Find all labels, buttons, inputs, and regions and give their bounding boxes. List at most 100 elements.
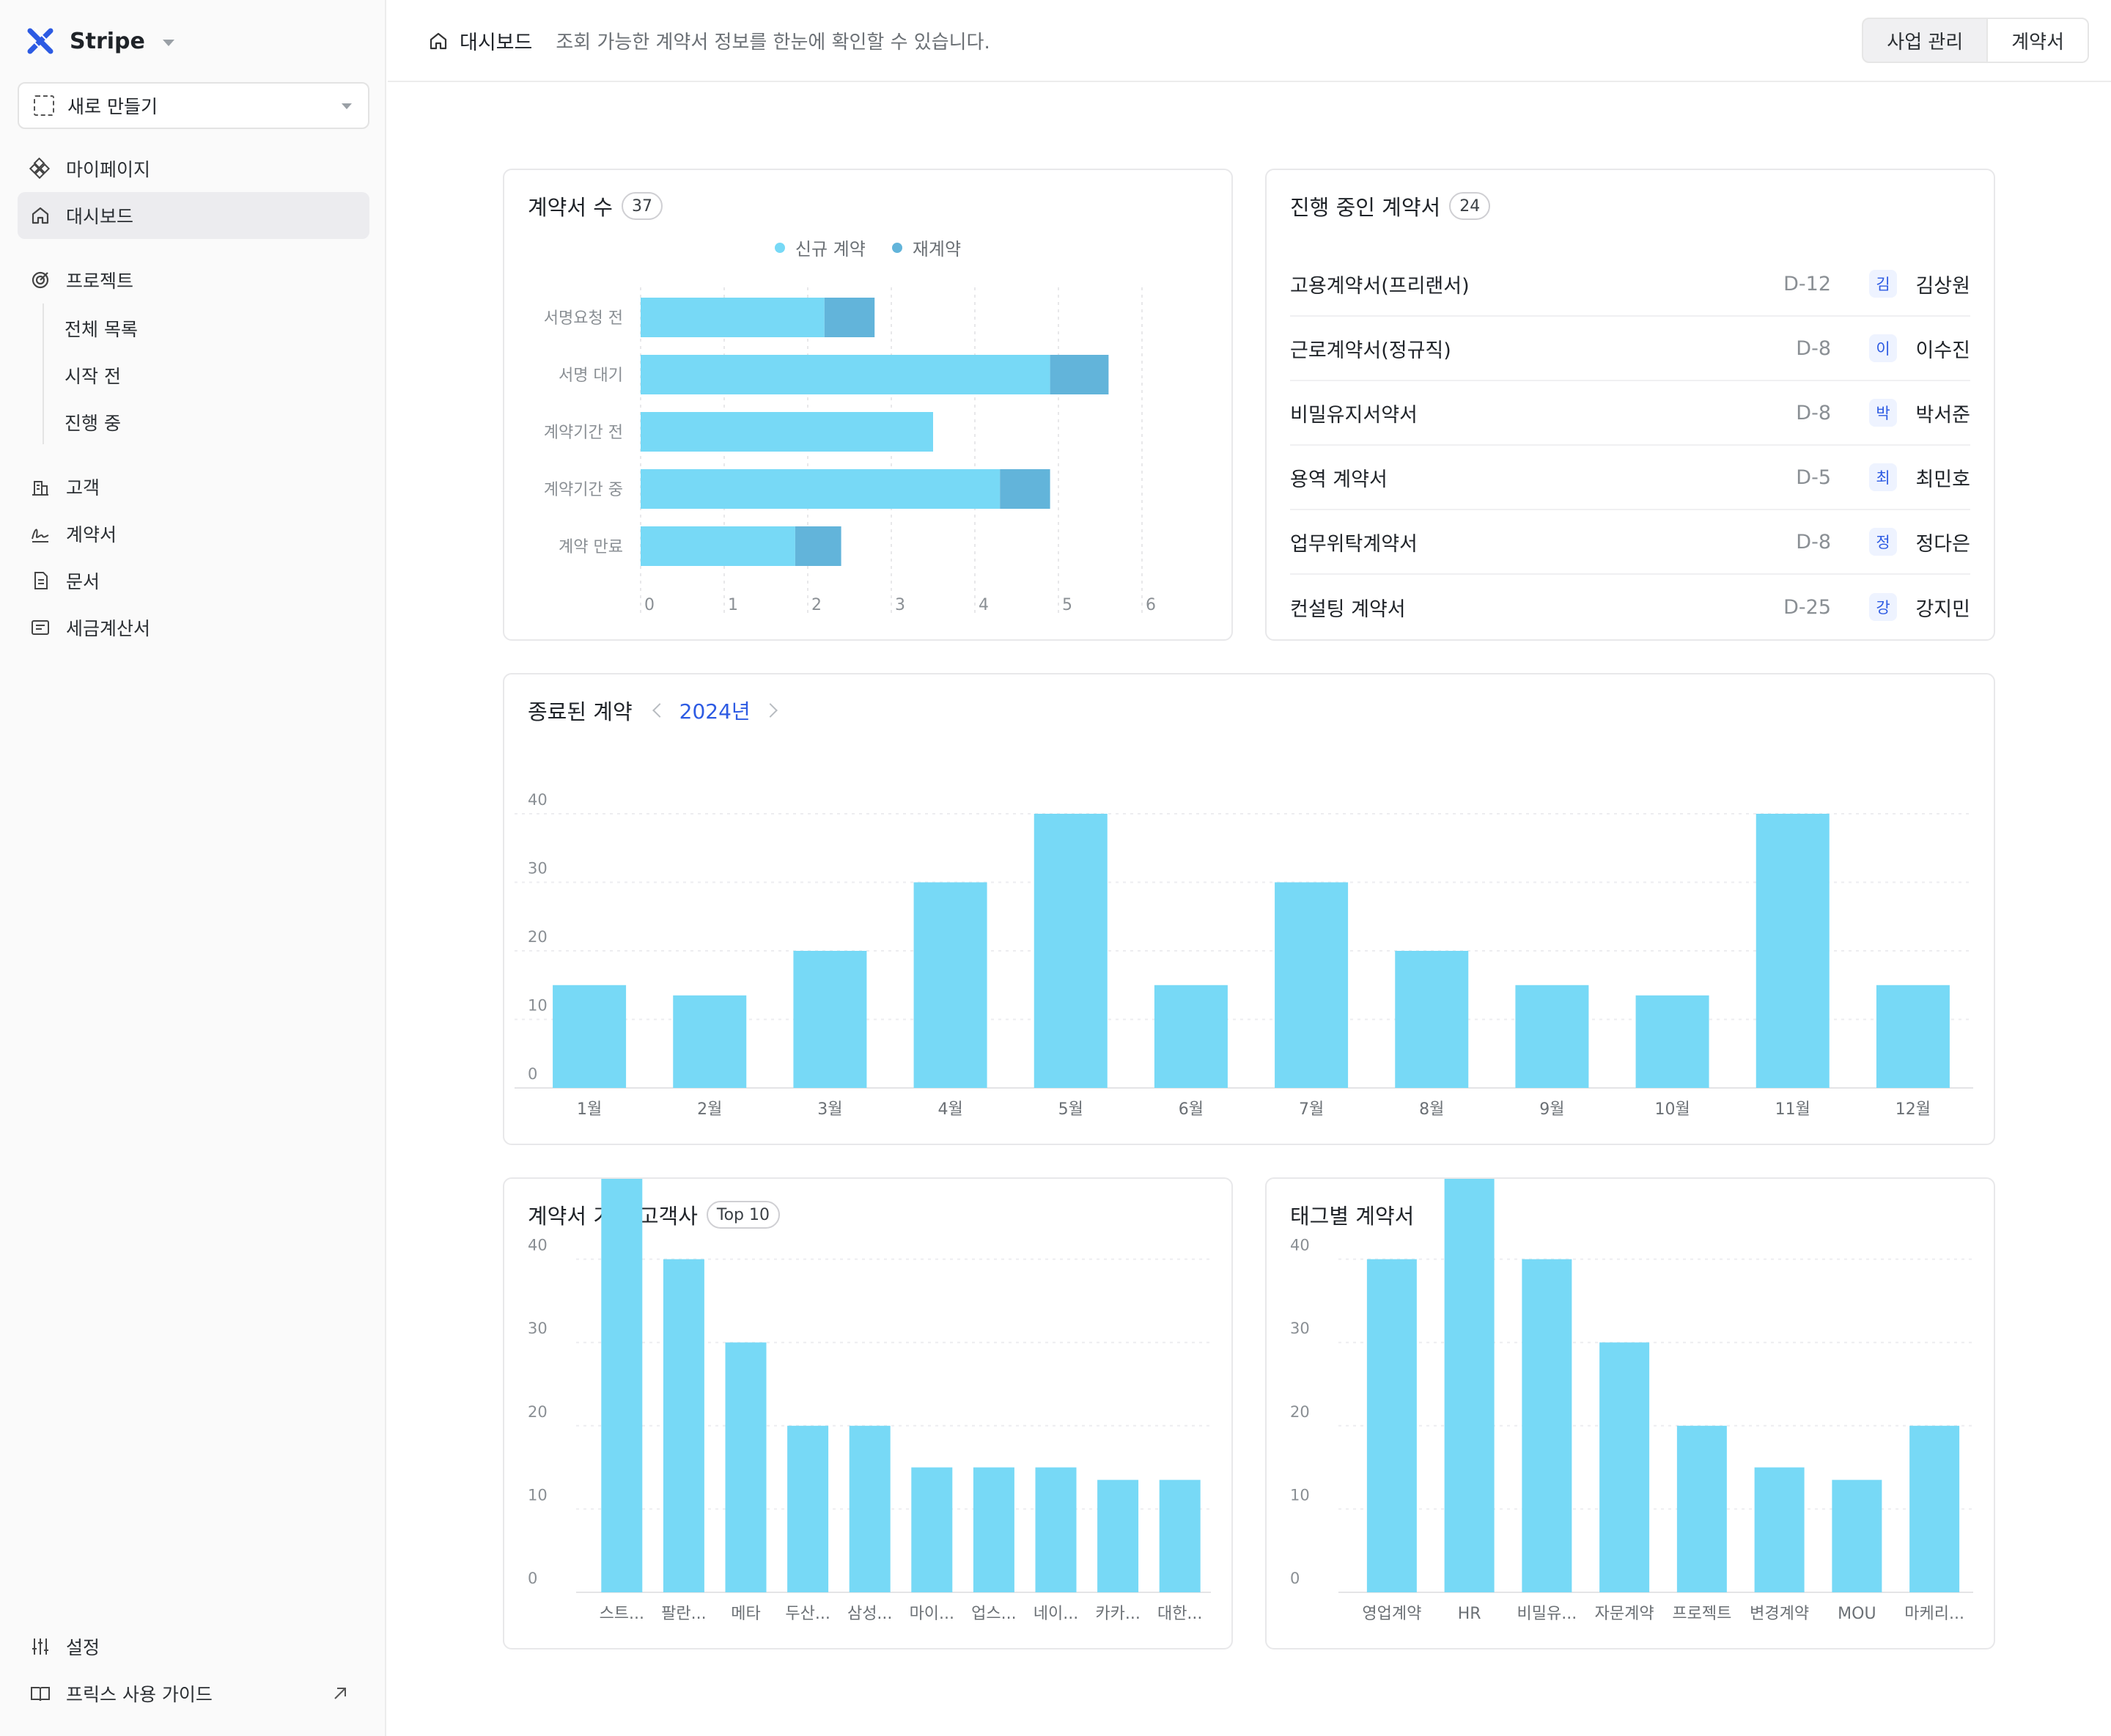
bar [1395,951,1469,1088]
tab-contracts[interactable]: 계약서 [1986,19,2088,62]
contract-name: 용역 계약서 [1290,468,1388,491]
sidebar-item-contracts[interactable]: 계약서 [18,510,369,557]
contract-row[interactable]: 업무위탁계약서 D-8 정 정다은 [1290,510,1970,575]
avatar: 박 [1869,399,1897,427]
x-tick-label: 0 [644,596,655,614]
avatar: 김 [1869,270,1897,298]
y-tick-label: 10 [528,1486,548,1504]
sidebar-subitem-not-started[interactable]: 시작 전 [65,366,121,387]
contract-row[interactable]: 컨설팅 계약서 D-25 강 강지민 [1290,575,1970,639]
page-title: 대시보드 [460,32,533,54]
x-category-label: 프로젝트 [1672,1605,1731,1623]
x-category-label: 마이... [910,1605,954,1623]
x-category-label: 8월 [1419,1100,1444,1119]
sidebar-item-clients[interactable]: 고객 [18,463,369,510]
submenu-divider [43,304,44,444]
external-link-icon [334,1688,346,1699]
bar [1676,1425,1727,1592]
x-category-label: 마케리... [1904,1605,1964,1623]
y-tick-label: 10 [528,997,548,1015]
bar [553,985,627,1088]
sidebar-item-tax-invoice[interactable]: 세금계산서 [18,604,369,651]
contract-row[interactable]: 근로계약서(정규직) D-8 이 이수진 [1290,317,1970,381]
legend-item-new[interactable]: 신규 계약 [774,235,866,260]
sidebar-item-settings[interactable]: 설정 [18,1623,369,1670]
sidebar-item-documents[interactable]: 문서 [18,557,369,604]
contract-name: 고용계약서(프리랜서) [1290,274,1470,298]
signature-icon [32,529,49,542]
x-category-label: 11월 [1775,1100,1810,1119]
legend-item-renew[interactable]: 재계약 [891,235,961,260]
sidebar-subitem-in-progress[interactable]: 진행 중 [65,413,121,434]
y-category-label: 계약기간 전 [544,424,623,442]
bar [911,1467,953,1592]
home-icon [430,32,447,49]
sidebar-item-label: 프릭스 사용 가이드 [66,1684,213,1705]
year-label: 2024년 [679,699,751,724]
x-category-label: 메타 [731,1605,760,1623]
tab-business[interactable]: 사업 관리 [1887,31,1964,54]
y-tick-label: 30 [528,860,548,878]
bar [1756,814,1830,1088]
create-new-label: 새로 만들기 [67,96,158,117]
year-selector: 2024년 [652,696,778,725]
x-tick-label: 1 [728,596,738,614]
x-category-label: HR [1458,1605,1481,1623]
y-tick-label: 0 [1290,1570,1300,1587]
x-category-label: 대한... [1157,1605,1202,1623]
bar [787,1425,829,1592]
stripe-logo-icon [26,27,54,55]
bar-new [641,526,795,566]
bar-renew [824,298,875,337]
sidebar-item-mypage[interactable]: 마이페이지 [18,145,369,192]
card-title: 태그별 계약서 [1290,1204,1415,1229]
bar-renew [795,526,841,566]
x-tick-label: 6 [1146,596,1156,614]
sidebar-item-project[interactable]: 프로젝트 [18,257,369,304]
workspace-switcher[interactable]: Stripe [24,22,174,60]
dday-label: D-25 [1783,595,1831,619]
bar [1876,985,1950,1088]
x-category-label: 두산... [785,1605,830,1623]
bar [1159,1479,1201,1592]
x-category-label: 팔란... [661,1605,706,1623]
x-tick-label: 2 [811,596,822,614]
create-new-button[interactable]: 새로 만들기 [18,82,369,129]
contract-row[interactable]: 용역 계약서 D-5 최 최민호 [1290,446,1970,510]
bar [601,1179,643,1592]
closed-contracts-card: 종료된 계약 2024년 0 10 20 30 40 1월 2월 3월 4월 5월 6월 7월 8월 9월… [503,673,1995,1145]
chart-legend: 신규 계약 재계약 [504,235,1231,260]
x-category-label: 7월 [1299,1100,1324,1119]
book-icon [31,1687,50,1702]
contract-name: 근로계약서(정규직) [1290,339,1451,362]
sidebar-subitem-all[interactable]: 전체 목록 [65,319,138,340]
x-category-label: 영업계약 [1362,1605,1421,1623]
y-tick-label: 20 [1290,1403,1310,1421]
bar [1444,1179,1495,1592]
contract-row[interactable]: 비밀유지서약서 D-8 박 박서준 [1290,381,1970,446]
invoice-icon [32,620,49,635]
sidebar-item-label: 문서 [66,571,100,592]
mypage-icon [29,158,51,180]
bar [1754,1467,1805,1592]
sidebar-item-label: 고객 [66,477,100,499]
assignee-name: 정다은 [1915,532,1970,556]
card-title: 종료된 계약 [528,699,633,724]
x-category-label: 1월 [577,1100,602,1119]
bar-new [641,412,933,452]
bar-renew [1050,355,1109,394]
bar [1522,1259,1572,1592]
sidebar: Stripe 새로 만들기 마이페이지 대시보드 프로젝트 전체 목록 시작 전… [0,0,386,1736]
contract-name: 업무위탁계약서 [1290,532,1418,556]
top-clients-chart: 0 10 20 30 40 스트... 팔란... 메타 두산... 삼성... 마이... 업스..… [528,1179,1211,1623]
contract-row[interactable]: 고용계약서(프리랜서) D-12 김 김상원 [1290,252,1970,317]
sidebar-item-guide[interactable]: 프릭스 사용 가이드 [18,1670,369,1717]
x-category-label: 네이... [1034,1605,1078,1623]
x-category-label: 업스... [971,1605,1016,1623]
dday-label: D-8 [1796,336,1831,360]
document-icon [34,572,48,589]
x-category-label: 스트... [600,1605,644,1623]
home-icon [32,207,49,224]
sidebar-item-dashboard[interactable]: 대시보드 [18,192,369,239]
y-category-label: 계약기간 중 [544,481,623,499]
